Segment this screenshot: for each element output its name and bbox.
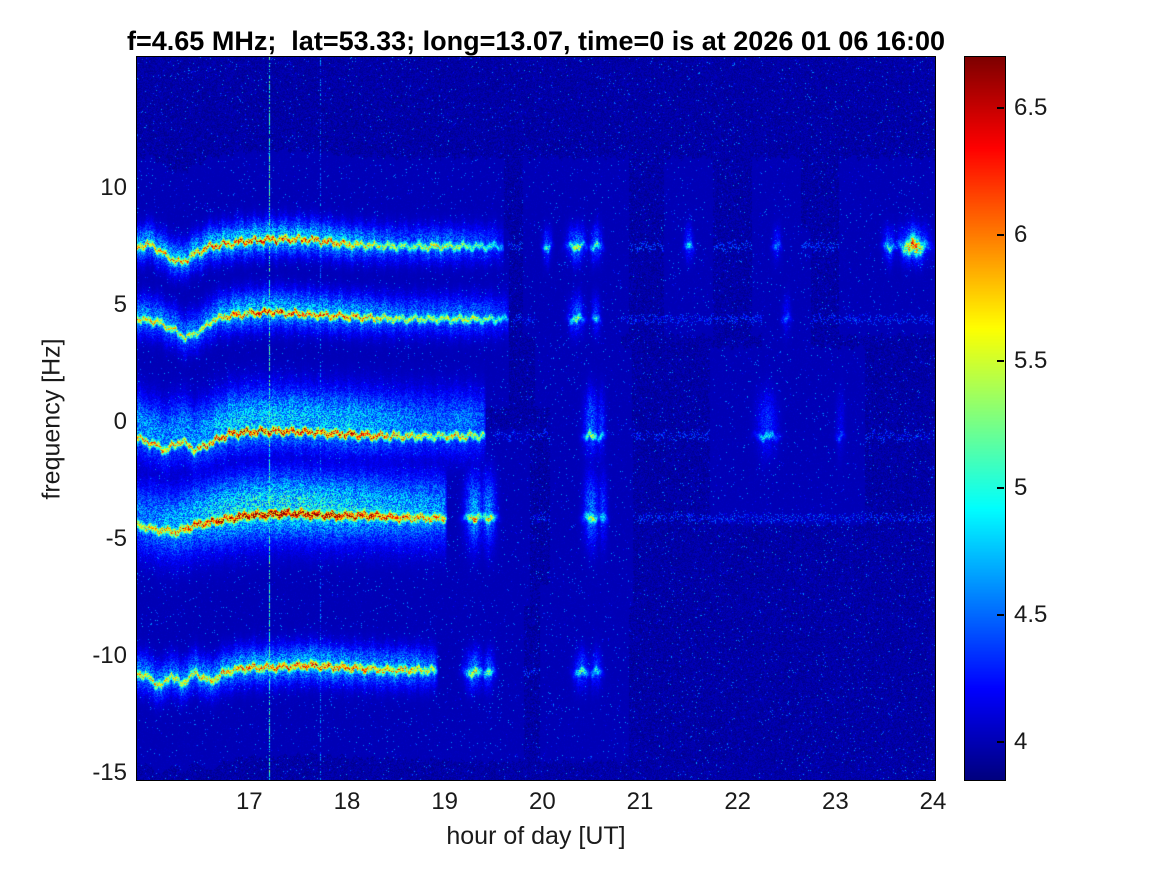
colorbar-tick-label: 6: [1014, 220, 1028, 248]
y-tick-label: 0: [113, 408, 127, 435]
colorbar-tick-label: 4: [1014, 727, 1028, 755]
x-axis-label: hour of day [UT]: [446, 822, 626, 850]
x-tick-label: 17: [235, 788, 263, 815]
y-tick-label: -5: [105, 525, 127, 552]
colorbar-tick-mark: [997, 614, 1004, 617]
colorbar-tick-mark: [997, 740, 1004, 743]
y-tick-label: -10: [92, 641, 127, 669]
y-tick-label: 10: [100, 174, 127, 202]
x-tick-label: 24: [919, 788, 947, 815]
colorbar-tick-label: 4.5: [1014, 601, 1048, 629]
colorbar-tick-label: 5: [1014, 474, 1028, 502]
y-tick-label: -15: [92, 758, 127, 786]
colorbar-tick-mark: [997, 487, 1004, 490]
x-tick-label: 20: [528, 788, 556, 815]
colorbar: [964, 56, 1006, 781]
x-tick-label: 23: [822, 788, 849, 815]
chart-title: f=4.65 MHz; lat=53.33; long=13.07, time=…: [127, 26, 945, 56]
y-tick-label: 5: [113, 291, 127, 319]
colorbar-tick-mark: [997, 360, 1004, 363]
x-tick-label: 22: [724, 788, 752, 815]
x-tick-label: 18: [333, 788, 361, 815]
colorbar-tick-label: 5.5: [1014, 347, 1048, 375]
colorbar-tick-label: 6.5: [1014, 93, 1048, 121]
colorbar-tick-mark: [997, 106, 1004, 109]
x-tick-label: 19: [431, 788, 459, 815]
x-tick-label: 21: [626, 788, 654, 815]
colorbar-tick-mark: [997, 233, 1004, 236]
spectrogram-heatmap: [136, 56, 936, 781]
